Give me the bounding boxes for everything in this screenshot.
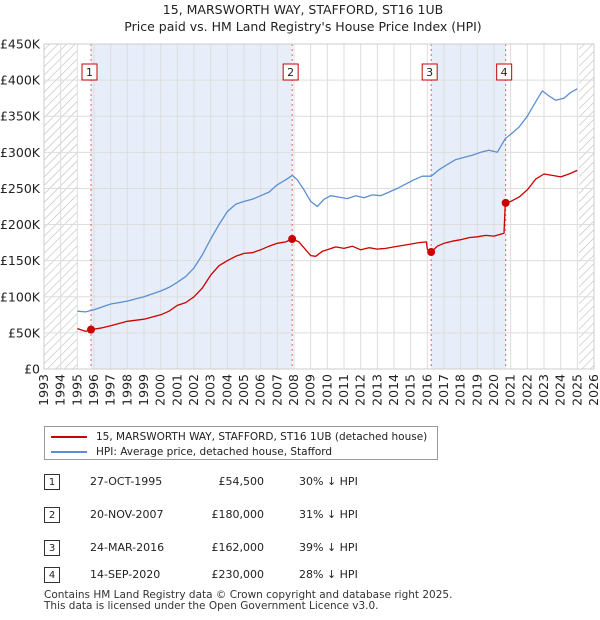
legend-swatch-hpi xyxy=(51,451,87,453)
table-row: 2 20-NOV-2007 £180,000 31% ↓ HPI xyxy=(44,507,564,525)
y-tick-label: £100K xyxy=(0,289,41,304)
marker-badge-3: 3 xyxy=(421,63,438,81)
x-tick-label: 2011 xyxy=(336,374,351,406)
y-tick-label: £0 xyxy=(24,362,40,377)
sale-point-3 xyxy=(427,248,436,256)
transaction-badge: 2 xyxy=(44,507,60,523)
x-tick-label: 2009 xyxy=(303,374,318,406)
x-tick-label: 2014 xyxy=(386,374,401,406)
x-tick-label: 1997 xyxy=(103,374,118,406)
no-data-hatch-right xyxy=(579,44,594,369)
x-tick-label: 1996 xyxy=(86,374,101,406)
transaction-price: £180,000 xyxy=(211,508,265,521)
x-tick-label: 2000 xyxy=(153,374,168,406)
table-row: 4 14-SEP-2020 £230,000 28% ↓ HPI xyxy=(44,567,564,585)
x-tick-label: 2021 xyxy=(503,374,518,406)
transaction-price: £162,000 xyxy=(211,541,265,554)
sale-point-4 xyxy=(501,198,510,207)
series-line-property xyxy=(77,169,578,333)
x-tick-label: 2003 xyxy=(203,374,218,406)
x-tick-label: 2004 xyxy=(219,374,234,406)
marker-badge-4: 4 xyxy=(496,63,513,81)
x-tick-label: 1993 xyxy=(36,374,51,406)
x-tick-label: 2024 xyxy=(553,374,568,406)
x-tick-label: 2018 xyxy=(453,374,468,406)
x-tick-label: 2008 xyxy=(286,374,301,406)
plot-border xyxy=(43,43,595,370)
table-row: 3 24-MAR-2016 £162,000 39% ↓ HPI xyxy=(44,540,564,558)
marker-label: 1 xyxy=(86,66,93,79)
x-tick-label: 2005 xyxy=(236,374,251,406)
y-tick-label: £150K xyxy=(0,253,41,268)
legend-swatch-property xyxy=(51,436,87,438)
chart-title: 15, MARSWORTH WAY, STAFFORD, ST16 1UB xyxy=(163,2,443,17)
transaction-date: 24-MAR-2016 xyxy=(90,541,165,554)
x-tick-label: 2012 xyxy=(353,374,368,406)
x-tick-label: 2015 xyxy=(403,374,418,406)
transaction-hpi: 28% ↓ HPI xyxy=(299,568,358,581)
transaction-price: £54,500 xyxy=(218,475,265,488)
transaction-hpi: 30% ↓ HPI xyxy=(299,475,358,488)
x-tick-label: 2016 xyxy=(419,374,434,406)
x-tick-label: 2017 xyxy=(436,374,451,406)
x-tick-label: 2010 xyxy=(319,374,334,406)
price-chart: 15, MARSWORTH WAY, STAFFORD, ST16 1UB Pr… xyxy=(0,2,600,406)
x-tick-label: 1999 xyxy=(136,374,151,406)
y-tick-label: £50K xyxy=(8,325,41,340)
y-tick-label: £250K xyxy=(0,181,41,196)
x-tick-label: 2002 xyxy=(186,374,201,406)
x-tick-label: 2023 xyxy=(536,374,551,406)
transaction-date: 27-OCT-1995 xyxy=(90,475,163,488)
footer-licence: This data is licensed under the Open Gov… xyxy=(44,600,379,612)
y-tick-label: £350K xyxy=(0,109,41,124)
series-line-hpi xyxy=(77,88,578,313)
y-tick-label: £400K xyxy=(0,73,41,88)
sale-point-2 xyxy=(288,235,297,243)
marker-badge-2: 2 xyxy=(282,63,299,81)
x-tick-label: 2006 xyxy=(253,374,268,406)
transaction-date: 20-NOV-2007 xyxy=(90,508,164,521)
x-tick-label: 2013 xyxy=(369,374,384,406)
footer-note: Contains HM Land Registry data © Crown c… xyxy=(44,590,452,612)
table-row: 1 27-OCT-1995 £54,500 30% ↓ HPI xyxy=(44,474,564,492)
marker-label: 4 xyxy=(501,66,508,79)
marker-label: 3 xyxy=(426,66,433,79)
x-tick-label: 1995 xyxy=(69,374,84,406)
x-tick-label: 2022 xyxy=(519,374,534,406)
ownership-period-shade xyxy=(91,44,293,369)
chart-subtitle: Price paid vs. HM Land Registry's House … xyxy=(124,19,481,34)
x-tick-label: 1998 xyxy=(119,374,134,406)
x-tick-label: 2025 xyxy=(569,374,584,406)
transaction-badge: 4 xyxy=(44,567,60,583)
x-tick-label: 1994 xyxy=(53,374,68,406)
transaction-badge: 1 xyxy=(44,474,60,490)
x-tick-label: 2026 xyxy=(586,374,600,406)
x-tick-label: 2001 xyxy=(169,374,184,406)
transaction-date: 14-SEP-2020 xyxy=(90,568,161,581)
sale-point-1 xyxy=(87,325,95,334)
legend-item-property: 15, MARSWORTH WAY, STAFFORD, ST16 1UB (d… xyxy=(51,429,427,445)
x-tick-label: 2020 xyxy=(486,374,501,406)
marker-badge-1: 1 xyxy=(81,63,98,81)
y-tick-label: £200K xyxy=(0,217,41,232)
legend-label-property: 15, MARSWORTH WAY, STAFFORD, ST16 1UB (d… xyxy=(96,431,428,443)
x-tick-label: 2007 xyxy=(269,374,284,406)
marker-label: 2 xyxy=(287,66,294,79)
legend-label-hpi: HPI: Average price, detached house, Staf… xyxy=(96,446,333,458)
chart-legend: 15, MARSWORTH WAY, STAFFORD, ST16 1UB (d… xyxy=(44,426,438,460)
transaction-price: £230,000 xyxy=(211,568,265,581)
legend-item-hpi: HPI: Average price, detached house, Staf… xyxy=(51,444,332,460)
transaction-hpi: 31% ↓ HPI xyxy=(299,508,358,521)
footer-copyright: Contains HM Land Registry data © Crown c… xyxy=(44,589,453,601)
x-tick-label: 2019 xyxy=(469,374,484,406)
transaction-badge: 3 xyxy=(44,540,60,556)
y-tick-label: £450K xyxy=(0,37,41,52)
transaction-hpi: 39% ↓ HPI xyxy=(299,541,358,554)
y-tick-label: £300K xyxy=(0,145,41,160)
